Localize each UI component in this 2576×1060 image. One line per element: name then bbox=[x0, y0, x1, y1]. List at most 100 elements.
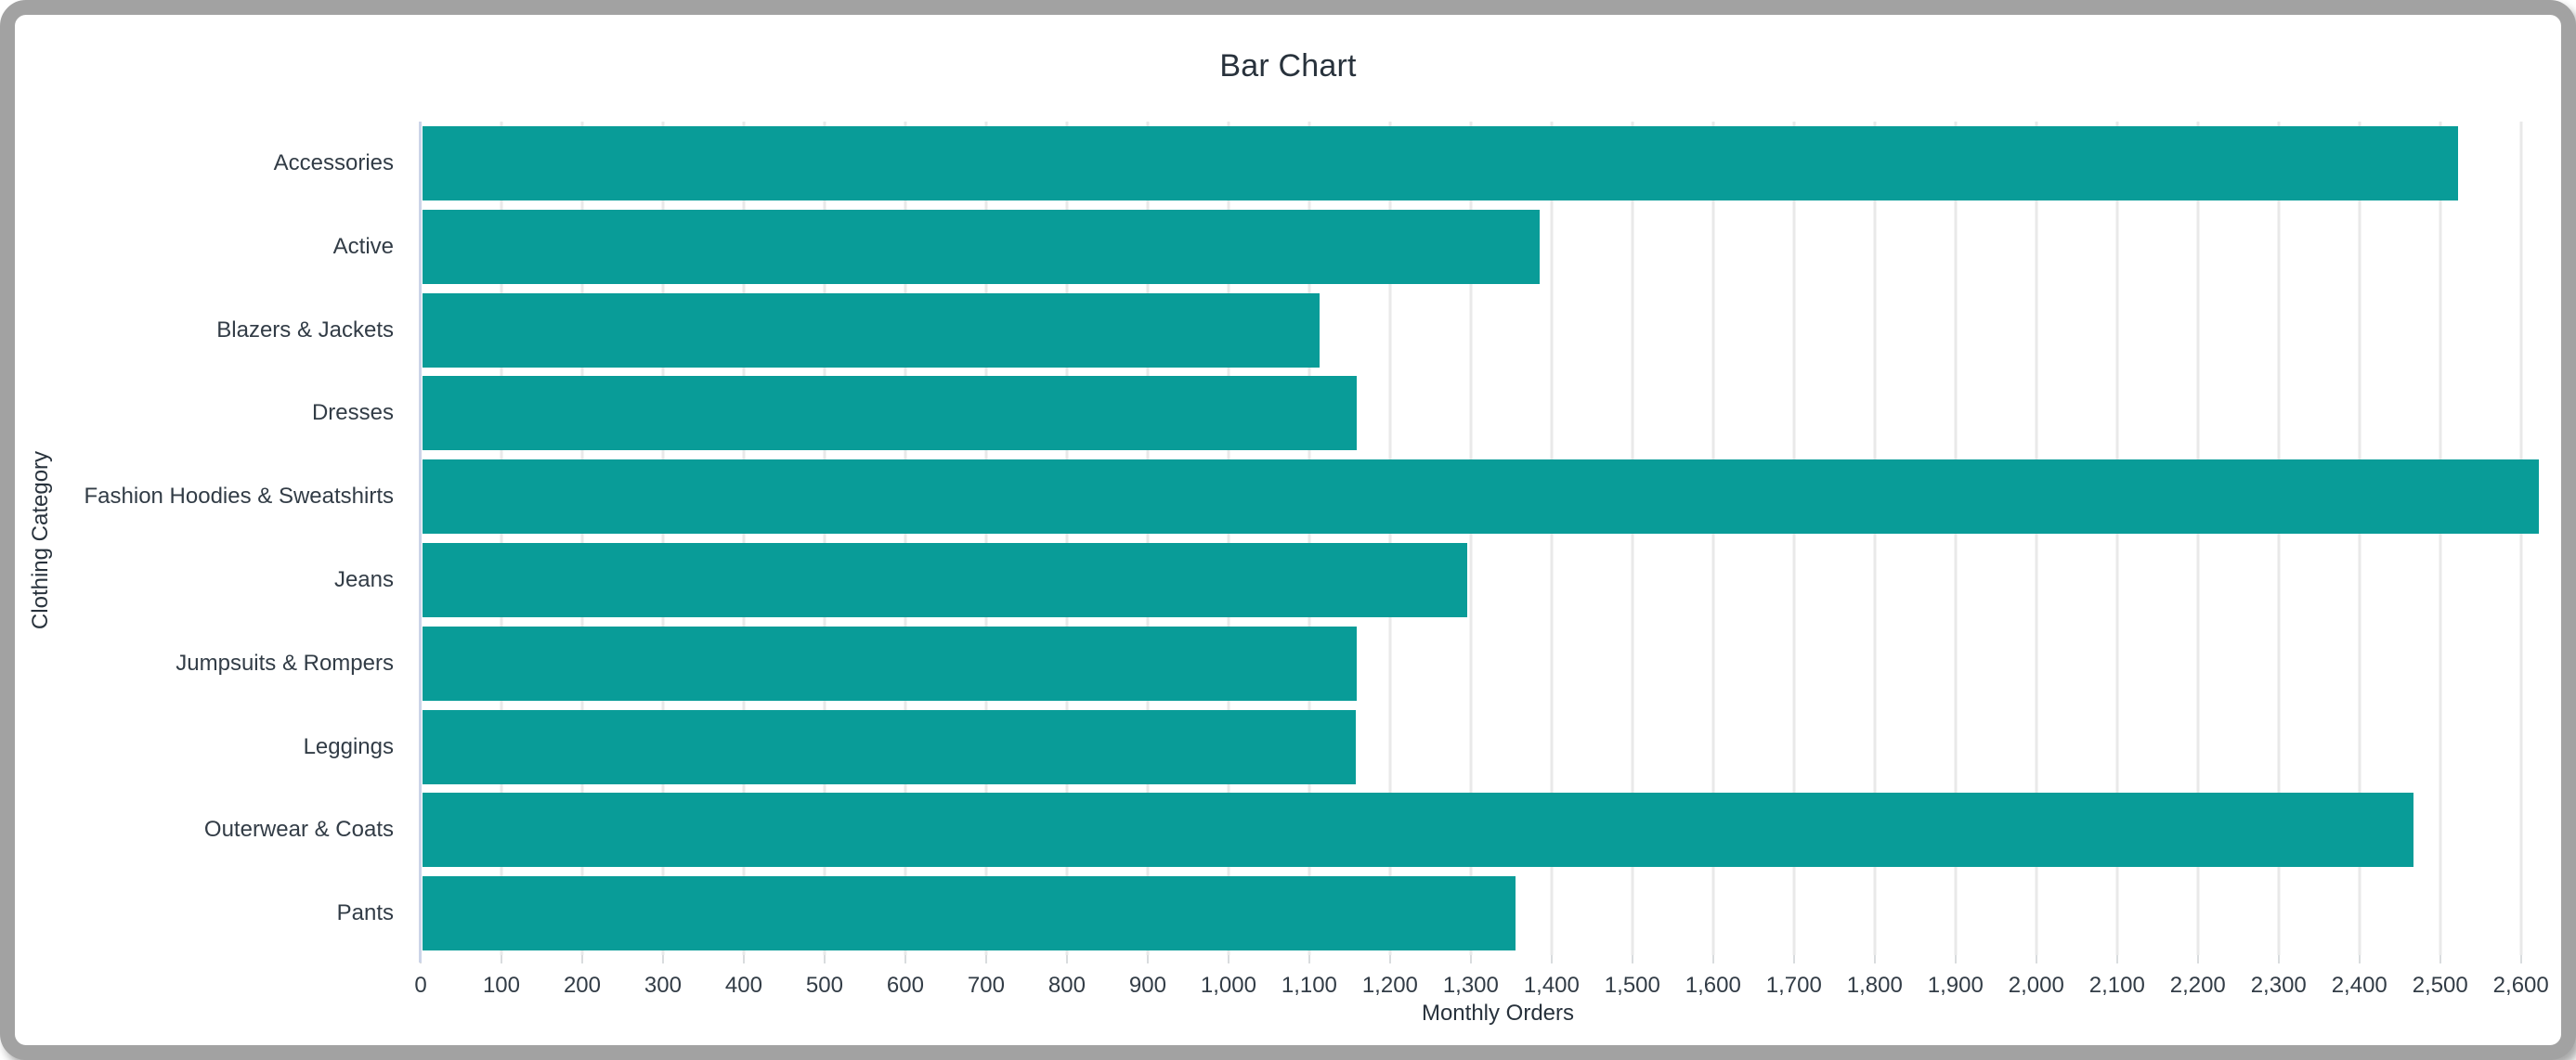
y-category-label: Outerwear & Coats bbox=[203, 817, 394, 843]
x-tick-label: 600 bbox=[886, 973, 924, 998]
x-tick-mark bbox=[1711, 955, 1714, 963]
x-tick-mark bbox=[1388, 955, 1391, 963]
x-axis-title: Monthly Orders bbox=[1421, 1001, 1575, 1026]
x-tick-label: 0 bbox=[414, 973, 427, 998]
gridline bbox=[2035, 122, 2038, 955]
x-tick-mark bbox=[580, 955, 583, 963]
y-category-label: Active bbox=[332, 233, 394, 259]
x-tick-mark bbox=[1792, 955, 1795, 963]
x-tick-label: 2,600 bbox=[2492, 973, 2549, 998]
y-category-label: Jumpsuits & Rompers bbox=[176, 650, 394, 676]
bar[interactable] bbox=[423, 709, 1356, 784]
x-tick-mark bbox=[2115, 955, 2118, 963]
x-tick-mark bbox=[1873, 955, 1876, 963]
x-tick-mark bbox=[1146, 955, 1149, 963]
x-tick-mark bbox=[1631, 955, 1633, 963]
x-tick-label: 2,500 bbox=[2412, 973, 2468, 998]
gridline bbox=[823, 122, 826, 955]
x-tick-mark bbox=[1227, 955, 1229, 963]
x-tick-label: 1,700 bbox=[1765, 973, 1822, 998]
x-tick-label: 2,200 bbox=[2169, 973, 2226, 998]
bar[interactable] bbox=[423, 626, 1358, 701]
gridline bbox=[1469, 122, 1473, 955]
gridline bbox=[1873, 122, 1877, 955]
bar[interactable] bbox=[423, 793, 2414, 868]
bar[interactable] bbox=[423, 209, 1541, 284]
x-tick-mark bbox=[500, 955, 502, 963]
gridline bbox=[2519, 122, 2523, 955]
y-category-label: Accessories bbox=[273, 149, 394, 175]
gridline bbox=[580, 122, 584, 955]
gridline bbox=[1388, 122, 1392, 955]
gridline bbox=[1227, 122, 1230, 955]
gridline bbox=[2196, 122, 2200, 955]
gridline bbox=[661, 122, 665, 955]
y-category-label: Dresses bbox=[311, 400, 394, 426]
x-tick-label: 700 bbox=[967, 973, 1005, 998]
gridline bbox=[2277, 122, 2281, 955]
x-tick-mark bbox=[661, 955, 664, 963]
bar[interactable] bbox=[423, 876, 1516, 951]
x-tick-label: 500 bbox=[805, 973, 843, 998]
gridline bbox=[1792, 122, 1796, 955]
x-tick-mark bbox=[1469, 955, 1472, 963]
gridline bbox=[2358, 122, 2361, 955]
y-category-label: Leggings bbox=[303, 733, 394, 759]
x-tick-label: 1,100 bbox=[1281, 973, 1337, 998]
x-tick-mark bbox=[1954, 955, 1957, 963]
x-tick-mark bbox=[1550, 955, 1553, 963]
bar-chart: Bar Chart Clothing Category 0 100 200 300 40… bbox=[15, 15, 2561, 1045]
x-tick-label: 400 bbox=[724, 973, 762, 998]
bar[interactable] bbox=[423, 125, 2459, 200]
x-tick-label: 1,600 bbox=[1685, 973, 1741, 998]
gridline bbox=[2115, 122, 2119, 955]
x-tick-label: 1,500 bbox=[1604, 973, 1660, 998]
gridline bbox=[500, 122, 503, 955]
gridline bbox=[984, 122, 988, 955]
y-category-label: Pants bbox=[336, 900, 394, 926]
chart-title: Bar Chart bbox=[1219, 48, 1357, 84]
gridline bbox=[2439, 122, 2442, 955]
gridline bbox=[1065, 122, 1069, 955]
gridline bbox=[1631, 122, 1634, 955]
x-tick-label: 300 bbox=[644, 973, 682, 998]
y-axis-line bbox=[419, 122, 422, 963]
x-tick-mark bbox=[2196, 955, 2199, 963]
x-tick-mark bbox=[2439, 955, 2441, 963]
x-tick-label: 800 bbox=[1047, 973, 1086, 998]
x-tick-mark bbox=[2358, 955, 2361, 963]
x-tick-label: 200 bbox=[563, 973, 601, 998]
gridline bbox=[904, 122, 907, 955]
x-tick-label: 1,800 bbox=[1846, 973, 1903, 998]
x-tick-mark bbox=[1065, 955, 1068, 963]
x-tick-mark bbox=[823, 955, 826, 963]
bar[interactable] bbox=[423, 376, 1358, 451]
x-tick-label: 1,200 bbox=[1361, 973, 1418, 998]
x-tick-label: 2,300 bbox=[2250, 973, 2307, 998]
plot-area: 0 100 200 300 400 500 600 700 800 900 1,000 1,100 1,… bbox=[85, 122, 2575, 998]
y-category-label: Fashion Hoodies & Sweatshirts bbox=[84, 484, 395, 510]
gridline bbox=[1711, 122, 1715, 955]
gridline bbox=[1146, 122, 1150, 955]
bar[interactable] bbox=[423, 459, 2540, 535]
gridline bbox=[742, 122, 746, 955]
x-tick-mark bbox=[2519, 955, 2522, 963]
x-tick-label: 1,900 bbox=[1927, 973, 1984, 998]
x-tick-label: 1,400 bbox=[1523, 973, 1580, 998]
bar[interactable] bbox=[423, 542, 1467, 617]
bar[interactable] bbox=[423, 292, 1320, 368]
x-tick-label: 1,000 bbox=[1200, 973, 1256, 998]
y-category-label: Jeans bbox=[333, 566, 394, 592]
y-axis-title: Clothing Category bbox=[28, 450, 53, 630]
gridline bbox=[1954, 122, 1958, 955]
x-tick-label: 2,400 bbox=[2331, 973, 2387, 998]
y-category-label: Blazers & Jackets bbox=[216, 317, 394, 343]
x-tick-mark bbox=[984, 955, 987, 963]
x-tick-mark bbox=[742, 955, 745, 963]
x-tick-label: 2,100 bbox=[2088, 973, 2145, 998]
x-tick-mark bbox=[2277, 955, 2280, 963]
x-tick-label: 100 bbox=[482, 973, 521, 998]
x-tick-label: 2,000 bbox=[2008, 973, 2064, 998]
x-tick-label: 1,300 bbox=[1442, 973, 1499, 998]
